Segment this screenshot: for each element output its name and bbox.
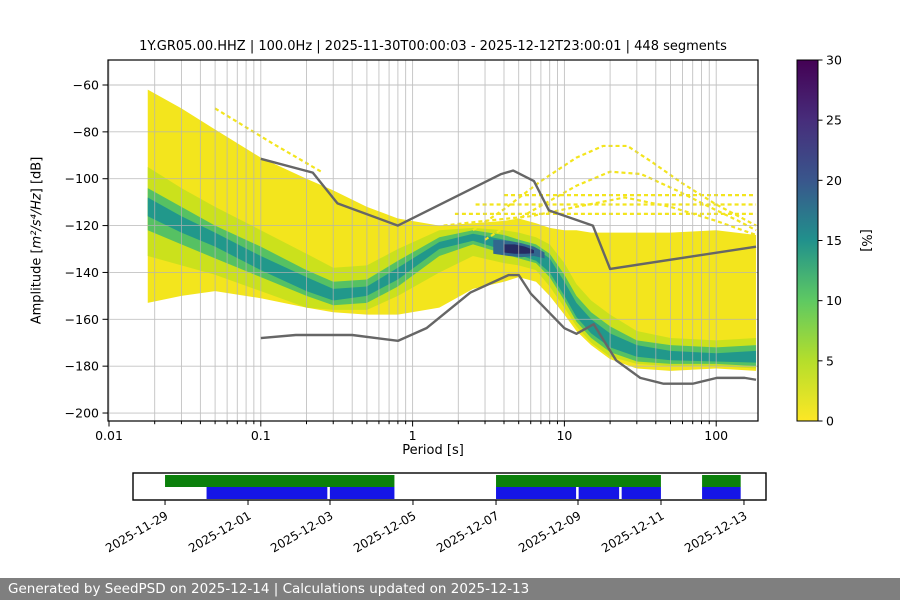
coverage-segment-blue bbox=[702, 487, 741, 499]
x-axis-label: Period [s] bbox=[402, 443, 464, 458]
colorbar: [%] bbox=[796, 59, 873, 422]
svg-text:−120: −120 bbox=[65, 218, 99, 233]
svg-text:1: 1 bbox=[409, 428, 417, 443]
plot-canvas: 0.01 0.1 1 10 100−60−80−100−120−140−160−180−… bbox=[65, 53, 873, 556]
y-tick-labels: −60 −80 −100 −120 −140 −160 −180 −200 bbox=[65, 78, 99, 421]
timeline-date-label: 2025-11-29 bbox=[103, 508, 170, 555]
nhnm-line bbox=[260, 157, 757, 271]
grid-lines bbox=[108, 60, 758, 421]
y-axis-label-units: m²/s⁴/Hz bbox=[29, 193, 45, 249]
svg-text:0: 0 bbox=[826, 414, 834, 429]
transient-streak bbox=[472, 144, 757, 232]
y-axis-label-prefix: Amplitude [ bbox=[29, 248, 45, 325]
svg-text:15: 15 bbox=[826, 233, 842, 248]
timeline-date-label: 2025-12-01 bbox=[186, 508, 253, 555]
timeline-date-label: 2025-12-03 bbox=[268, 508, 335, 555]
axes-frame bbox=[102, 59, 759, 427]
noise-model-lines bbox=[260, 157, 757, 385]
x-tick-labels: 0.01 0.1 1 10 100 bbox=[95, 428, 728, 443]
transient-streak bbox=[443, 196, 757, 236]
timeline-date-label: 2025-12-07 bbox=[434, 508, 501, 555]
coverage-segment-blue bbox=[329, 487, 395, 499]
timeline-date-label: 2025-12-11 bbox=[599, 508, 666, 555]
svg-text:10: 10 bbox=[826, 293, 842, 308]
svg-text:−60: −60 bbox=[73, 78, 99, 93]
svg-text:−100: −100 bbox=[65, 171, 99, 186]
y-axis-label-suffix: ] [dB] bbox=[29, 156, 45, 194]
svg-text:5: 5 bbox=[826, 353, 834, 368]
svg-text:0.1: 0.1 bbox=[251, 428, 271, 443]
coverage-segment-green bbox=[702, 475, 741, 487]
transient-streak bbox=[214, 107, 322, 173]
coverage-segment-blue bbox=[496, 487, 577, 499]
svg-text:20: 20 bbox=[826, 173, 842, 188]
coverage-segment-blue bbox=[621, 487, 661, 499]
band-mid-probability bbox=[147, 167, 757, 369]
band-high-probability bbox=[147, 188, 757, 367]
svg-text:25: 25 bbox=[826, 113, 842, 128]
coverage-segment-green bbox=[496, 475, 661, 487]
y-axis-label: Amplitude [m²/s⁴/Hz] [dB] bbox=[30, 81, 47, 401]
footer-text: Generated by SeedPSD on 2025-12-14 | Cal… bbox=[8, 581, 530, 597]
colorbar-label: [%] bbox=[858, 229, 873, 252]
plot-title: 1Y.GR05.00.HHZ | 100.0Hz | 2025-11-30T00… bbox=[139, 39, 727, 54]
footer-bar: Generated by SeedPSD on 2025-12-14 | Cal… bbox=[0, 578, 900, 600]
colorbar-gradient bbox=[796, 59, 819, 422]
timeline-green-segments bbox=[165, 475, 741, 487]
timeline-bar bbox=[132, 472, 767, 505]
svg-text:30: 30 bbox=[826, 53, 842, 68]
svg-text:−80: −80 bbox=[73, 124, 99, 139]
svg-text:0.01: 0.01 bbox=[95, 428, 123, 443]
svg-text:−160: −160 bbox=[65, 312, 99, 327]
timeline-date-label: 2025-12-09 bbox=[516, 508, 583, 555]
coverage-segment-blue bbox=[578, 487, 620, 499]
nlnm-line bbox=[260, 273, 757, 385]
timeline-date-label: 2025-12-05 bbox=[351, 508, 418, 555]
coverage-segment-blue bbox=[206, 487, 328, 499]
svg-text:10: 10 bbox=[556, 428, 572, 443]
colorbar-tick-labels: 0 5 10 15 20 25 30 bbox=[826, 53, 842, 429]
svg-text:−180: −180 bbox=[65, 359, 99, 374]
timeline-date-labels: 2025-11-29 2025-12-01 2025-12-03 2025-12-05… bbox=[103, 508, 749, 555]
svg-text:−140: −140 bbox=[65, 265, 99, 280]
timeline-blue-segments bbox=[206, 487, 741, 499]
coverage-segment-green bbox=[165, 475, 395, 487]
svg-text:100: 100 bbox=[704, 428, 728, 443]
timeline-date-label: 2025-12-13 bbox=[682, 508, 749, 555]
svg-text:−200: −200 bbox=[65, 406, 99, 421]
